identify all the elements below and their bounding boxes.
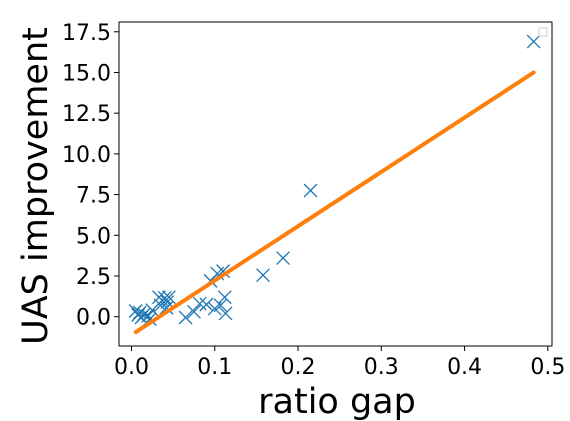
x-tick-label: 0.5	[530, 355, 565, 380]
y-tick-label: 12.5	[62, 102, 111, 127]
x-axis-title: ratio gap	[258, 382, 416, 421]
x-tick-label: 0.0	[114, 355, 149, 380]
x-tick-label: 0.4	[447, 355, 482, 380]
y-tick-label: 0.0	[76, 306, 111, 331]
y-tick-label: 5.0	[76, 224, 111, 249]
x-axis: 0.0 0.1 0.2 0.3 0.4 0.5	[114, 346, 565, 380]
x-tick-label: 0.1	[197, 355, 232, 380]
data-point	[256, 268, 271, 283]
x-tick-label: 0.3	[364, 355, 399, 380]
data-point	[162, 290, 176, 305]
data-point	[526, 34, 541, 49]
y-tick-label: 7.5	[76, 184, 111, 209]
y-tick-label: 10.0	[62, 143, 111, 168]
data-point	[213, 298, 228, 313]
y-axis-title: UAS improvement	[16, 27, 56, 345]
data-point	[159, 300, 174, 315]
chart-marks	[128, 34, 541, 335]
y-tick-label: 2.5	[76, 265, 111, 290]
data-point	[192, 296, 207, 311]
data-point	[132, 305, 147, 320]
data-point	[216, 264, 231, 279]
data-point	[178, 310, 193, 325]
data-point	[186, 304, 201, 319]
data-point	[137, 307, 151, 322]
data-point	[303, 183, 318, 198]
y-axis: 0.0 2.5 5.0 7.5 10.0 12.5 15.0 17.5	[62, 21, 119, 331]
y-tick-label: 17.5	[62, 21, 111, 46]
fit-line	[133, 70, 536, 335]
data-point	[276, 251, 290, 266]
legend-box	[538, 27, 548, 37]
y-tick-label: 15.0	[62, 61, 111, 86]
plot-frame	[118, 21, 553, 347]
data-point	[217, 290, 232, 305]
x-tick-label: 0.2	[281, 355, 316, 380]
data-point	[218, 306, 233, 321]
data-point	[199, 297, 214, 312]
